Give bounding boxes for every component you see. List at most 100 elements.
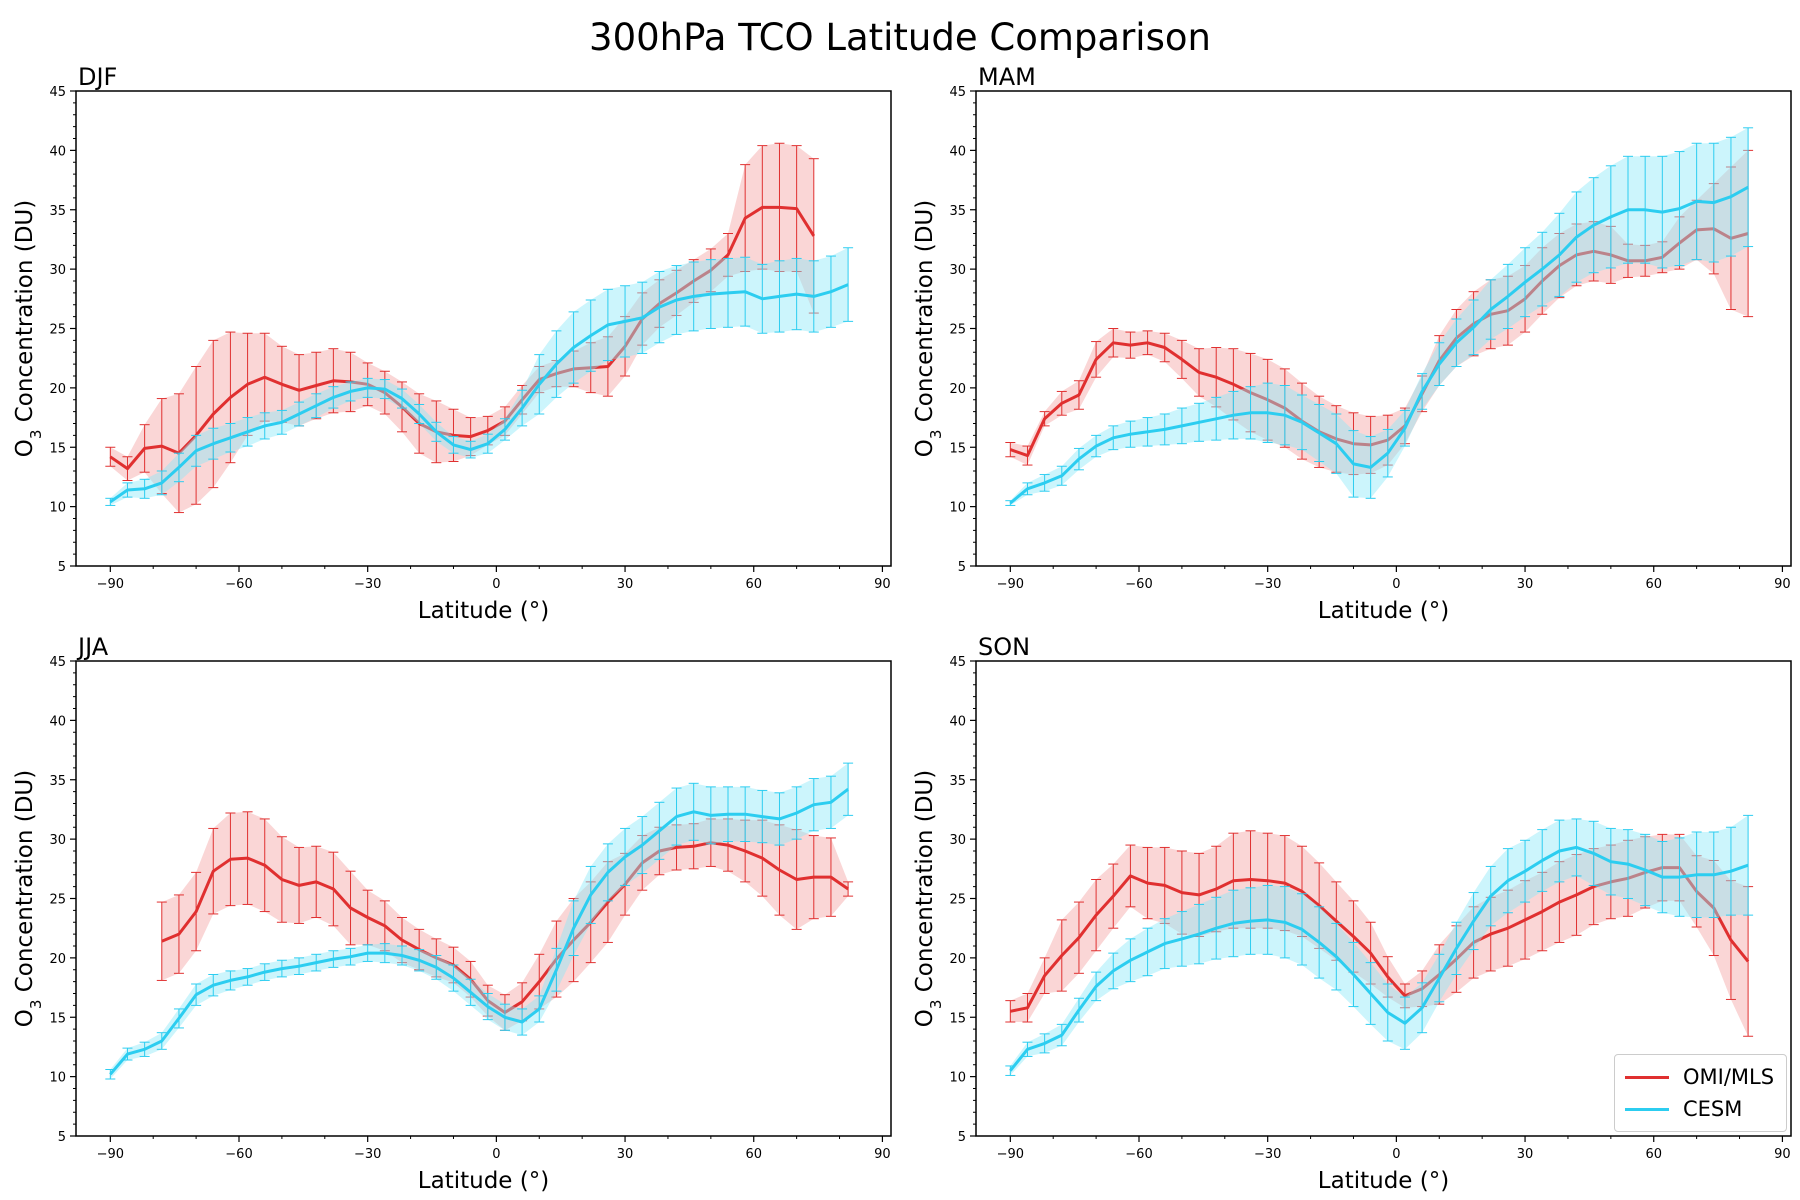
legend-label-omi: OMI/MLS bbox=[1683, 1065, 1775, 1089]
chart-jja: 5 10 15 20 25 30 35 40 45 −90 −60 −30 0 30 60 90 Latitud… bbox=[12, 633, 892, 1194]
mam-cesm-line bbox=[1009, 185, 1749, 505]
djf-xlabel: Latitude (°) bbox=[418, 598, 549, 624]
jja-xtick-label: 60 bbox=[745, 1147, 762, 1162]
panel-mam: 5 10 15 20 25 30 35 40 45 −90 −60 −30 0 30 60 90 Latitud… bbox=[900, 60, 1800, 624]
son-xtick-label: −60 bbox=[1125, 1147, 1152, 1162]
mam-xtick-label: 0 bbox=[1392, 577, 1400, 592]
djf-xtick-label: 60 bbox=[745, 577, 762, 592]
chart-djf: 5 10 15 20 25 30 35 40 45 −90 −60 −30 0 30 60 90 Latitud… bbox=[12, 63, 892, 624]
panel-son: 5 10 15 20 25 30 35 40 45 −90 −60 −30 0 30 60 90 Latitud… bbox=[900, 630, 1800, 1194]
mam-panel-title: MAM bbox=[978, 63, 1036, 91]
son-xtick-label: −30 bbox=[1254, 1147, 1281, 1162]
djf-omi-errorbar bbox=[105, 446, 116, 467]
son-xtick-label: −90 bbox=[997, 1147, 1024, 1162]
son-ytick-label: 15 bbox=[949, 1011, 966, 1026]
mam-ytick-label: 15 bbox=[949, 441, 966, 456]
djf-ytick-label: 15 bbox=[49, 441, 66, 456]
djf-xtick-label: −90 bbox=[97, 577, 124, 592]
djf-xtick-label: −30 bbox=[354, 577, 381, 592]
son-cesm-line bbox=[1009, 845, 1749, 1072]
son-ylabel: O3 Concentration (DU) bbox=[912, 770, 945, 1027]
son-ytick-label: 30 bbox=[949, 833, 966, 848]
mam-xtick-label: −60 bbox=[1125, 577, 1152, 592]
jja-xtick-label: 0 bbox=[492, 1147, 500, 1162]
mam-cesm-band bbox=[1010, 127, 1749, 506]
jja-panel-title: JJA bbox=[76, 633, 109, 661]
djf-ytick-label: 5 bbox=[58, 560, 66, 575]
djf-panel-title: DJF bbox=[78, 63, 117, 91]
son-ytick-label: 25 bbox=[949, 893, 966, 908]
jja-ytick-label: 5 bbox=[58, 1130, 66, 1145]
mam-omi-band bbox=[1010, 150, 1749, 475]
djf-ytick-label: 30 bbox=[49, 263, 66, 278]
djf-ytick-label: 35 bbox=[49, 204, 66, 219]
son-ytick-label: 5 bbox=[958, 1130, 966, 1145]
djf-xtick-label: −60 bbox=[225, 577, 252, 592]
son-xlabel: Latitude (°) bbox=[1318, 1168, 1449, 1194]
jja-ytick-label: 45 bbox=[49, 655, 66, 670]
djf-cesm-errorbar bbox=[843, 247, 854, 322]
djf-ytick-label: 20 bbox=[49, 382, 66, 397]
jja-xlabel: Latitude (°) bbox=[418, 1168, 549, 1194]
mam-ytick-label: 45 bbox=[949, 85, 966, 100]
djf-ytick-label: 45 bbox=[49, 85, 66, 100]
son-panel-title: SON bbox=[978, 633, 1030, 661]
mam-ytick-label: 35 bbox=[949, 204, 966, 219]
chart-son: 5 10 15 20 25 30 35 40 45 −90 −60 −30 0 30 60 90 Latitud… bbox=[912, 633, 1792, 1194]
djf-ytick-label: 10 bbox=[49, 501, 66, 516]
son-xtick-label: 90 bbox=[1774, 1147, 1791, 1162]
mam-ytick-label: 25 bbox=[949, 323, 966, 338]
jja-ytick-label: 15 bbox=[49, 1011, 66, 1026]
jja-xtick-label: 30 bbox=[617, 1147, 634, 1162]
djf-ytick-label: 40 bbox=[49, 144, 66, 159]
djf-xtick-label: 30 bbox=[617, 577, 634, 592]
son-xtick-label: 60 bbox=[1645, 1147, 1662, 1162]
jja-ytick-label: 35 bbox=[49, 774, 66, 789]
mam-cesm-errorbar bbox=[1743, 127, 1754, 248]
panel-jja: 5 10 15 20 25 30 35 40 45 −90 −60 −30 0 30 60 90 Latitud… bbox=[0, 630, 900, 1194]
mam-ytick-label: 20 bbox=[949, 382, 966, 397]
djf-xtick-label: 0 bbox=[492, 577, 500, 592]
jja-ytick-label: 25 bbox=[49, 893, 66, 908]
jja-xtick-label: 90 bbox=[874, 1147, 891, 1162]
legend: OMI/MLS CESM bbox=[1614, 1054, 1788, 1132]
son-xtick-label: 30 bbox=[1517, 1147, 1534, 1162]
jja-xtick-label: −30 bbox=[354, 1147, 381, 1162]
mam-ytick-label: 5 bbox=[958, 560, 966, 575]
jja-xtick-label: −60 bbox=[225, 1147, 252, 1162]
djf-ytick-label: 25 bbox=[49, 323, 66, 338]
mam-xtick-label: 30 bbox=[1517, 577, 1534, 592]
son-omi-line bbox=[1010, 866, 1750, 1013]
djf-omi-line bbox=[109, 205, 816, 471]
son-cesm-band bbox=[1010, 815, 1749, 1076]
son-ytick-label: 10 bbox=[949, 1071, 966, 1086]
mam-ylabel: O3 Concentration (DU) bbox=[912, 200, 945, 457]
mam-ytick-label: 30 bbox=[949, 263, 966, 278]
chart-mam: 5 10 15 20 25 30 35 40 45 −90 −60 −30 0 30 60 90 Latitud… bbox=[912, 63, 1792, 624]
mam-omi-line bbox=[1009, 227, 1749, 458]
djf-xtick-label: 90 bbox=[874, 577, 891, 592]
jja-cesm-line bbox=[109, 788, 850, 1076]
mam-xtick-label: 60 bbox=[1645, 577, 1662, 592]
mam-ytick-label: 40 bbox=[949, 144, 966, 159]
figure-title: 300hPa TCO Latitude Comparison bbox=[589, 16, 1211, 59]
son-ytick-label: 35 bbox=[949, 774, 966, 789]
legend-entry-cesm: CESM bbox=[1625, 1093, 1774, 1125]
legend-label-cesm: CESM bbox=[1683, 1097, 1743, 1121]
jja-xtick-label: −90 bbox=[97, 1147, 124, 1162]
jja-omi-errorbar bbox=[843, 881, 854, 897]
son-ytick-label: 20 bbox=[949, 952, 966, 967]
jja-ylabel: O3 Concentration (DU) bbox=[12, 770, 45, 1027]
legend-swatch-cesm bbox=[1625, 1107, 1669, 1111]
djf-ylabel: O3 Concentration (DU) bbox=[12, 200, 45, 457]
mam-xtick-label: 90 bbox=[1774, 577, 1791, 592]
legend-entry-omi: OMI/MLS bbox=[1625, 1061, 1774, 1093]
mam-ytick-label: 10 bbox=[949, 501, 966, 516]
djf-cesm-line bbox=[109, 283, 849, 504]
legend-swatch-omi bbox=[1625, 1075, 1669, 1079]
jja-ytick-label: 20 bbox=[49, 952, 66, 967]
jja-ytick-label: 40 bbox=[49, 714, 66, 729]
mam-xlabel: Latitude (°) bbox=[1318, 598, 1449, 624]
jja-ytick-label: 30 bbox=[49, 833, 66, 848]
mam-xtick-label: −30 bbox=[1254, 577, 1281, 592]
